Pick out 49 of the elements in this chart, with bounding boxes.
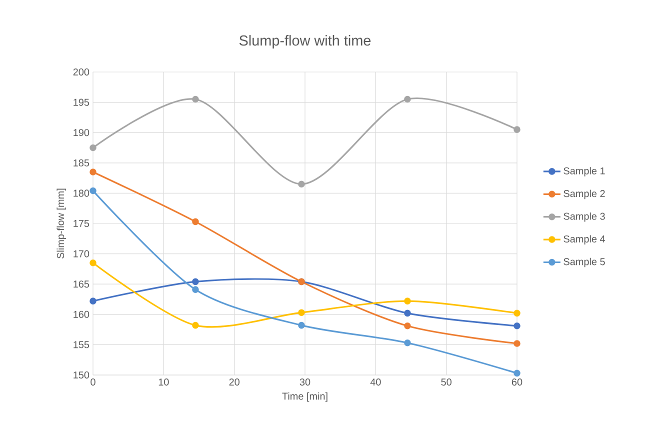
x-tick-label: 20 xyxy=(229,378,240,386)
point xyxy=(90,298,96,304)
point xyxy=(298,322,305,329)
legend-label: Sample 4 xyxy=(564,235,606,244)
point xyxy=(298,309,305,316)
x-tick-label: 0 xyxy=(90,378,96,386)
point xyxy=(514,370,520,377)
y-tick-label: 165 xyxy=(74,280,90,288)
legend-label: Sample 5 xyxy=(564,258,605,268)
y-tick-label: 160 xyxy=(74,310,90,318)
point xyxy=(404,310,411,317)
y-tick-label: 200 xyxy=(73,68,90,76)
x-tick-label: 50 xyxy=(441,378,452,386)
x-tick-label: 10 xyxy=(158,378,169,386)
point xyxy=(192,286,199,293)
legend-label: Sample 2 xyxy=(564,190,605,200)
point xyxy=(404,339,411,346)
x-axis-title: Time [min] xyxy=(282,392,328,402)
point xyxy=(514,340,520,347)
x-tick-label: 40 xyxy=(370,378,381,386)
point xyxy=(90,187,96,194)
y-tick-label: 180 xyxy=(74,190,90,197)
y-tick-label: 185 xyxy=(74,159,90,166)
point xyxy=(90,168,96,176)
point xyxy=(404,298,411,304)
point xyxy=(404,96,411,103)
point xyxy=(514,310,520,317)
y-tick-label: 155 xyxy=(74,341,90,348)
x-tick-label: 60 xyxy=(512,378,522,386)
y-tick-label: 190 xyxy=(74,129,90,136)
point xyxy=(90,144,96,152)
point xyxy=(192,322,199,329)
y-tick-label: 195 xyxy=(74,98,90,106)
y-tick-label: 170 xyxy=(74,250,90,258)
legend-label: Sample 1 xyxy=(564,167,605,176)
legend-label: Sample 3 xyxy=(564,212,605,222)
y-tick-label: 175 xyxy=(74,220,90,227)
x-tick-label: 30 xyxy=(300,378,310,386)
point xyxy=(192,278,199,286)
point xyxy=(404,322,411,330)
point xyxy=(90,260,96,266)
point xyxy=(514,126,520,133)
point xyxy=(298,180,305,188)
y-tick-label: 150 xyxy=(74,371,90,379)
chart-title: Slump-flow with time xyxy=(239,35,371,49)
point xyxy=(192,96,199,103)
point xyxy=(514,322,520,330)
y-axis-title: Slimp-flow [mm] xyxy=(56,188,66,258)
point xyxy=(192,218,199,226)
